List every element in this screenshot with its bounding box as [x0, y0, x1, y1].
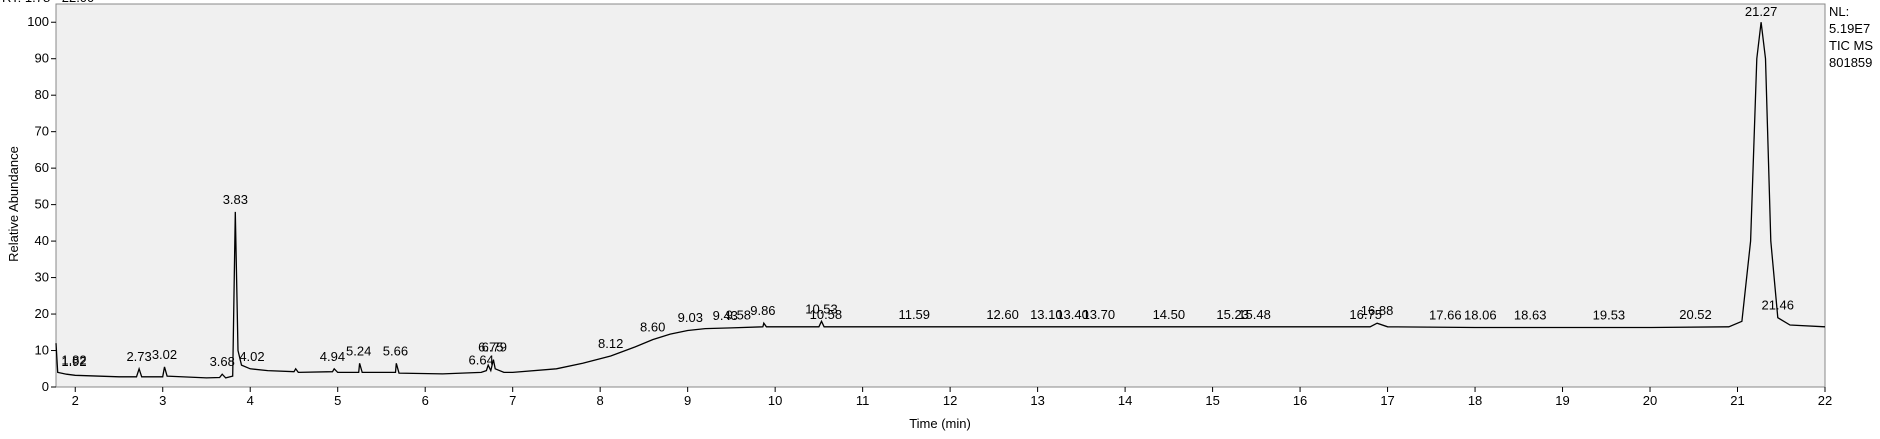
peak-label: 1.82 — [61, 352, 86, 367]
peak-label: 1.92 — [61, 354, 86, 369]
peak-label: 19.53 — [1593, 308, 1626, 323]
x-tick-label: 8 — [597, 393, 604, 408]
peak-label: 3.68 — [210, 354, 235, 369]
peak-label: 4.94 — [320, 349, 345, 364]
y-tick-label: 90 — [35, 51, 49, 66]
x-tick-label: 17 — [1380, 393, 1394, 408]
peak-label: 9.58 — [726, 308, 751, 323]
peak-label: 15.23 — [1216, 307, 1249, 322]
annotation: TIC MS — [1829, 38, 1873, 53]
peak-label: 4.02 — [239, 349, 264, 364]
peak-label: 9.43 — [713, 308, 738, 323]
x-tick-label: 5 — [334, 393, 341, 408]
x-tick-label: 20 — [1643, 393, 1657, 408]
y-tick-label: 0 — [42, 379, 49, 394]
x-tick-label: 6 — [422, 393, 429, 408]
y-tick-label: 10 — [35, 343, 49, 358]
peak-label: 10.53 — [805, 301, 838, 316]
x-tick-label: 19 — [1555, 393, 1569, 408]
peak-label: 5.24 — [346, 343, 371, 358]
y-axis-label: Relative Abundance — [6, 146, 21, 262]
x-tick-label: 2 — [72, 393, 79, 408]
peak-label: 10.58 — [810, 307, 843, 322]
x-tick-label: 15 — [1205, 393, 1219, 408]
annotation: NL: — [1829, 4, 1849, 19]
peak-label: 18.06 — [1464, 308, 1497, 323]
x-tick-label: 9 — [684, 393, 691, 408]
peak-label: 17.66 — [1429, 307, 1462, 322]
y-tick-label: 20 — [35, 306, 49, 321]
x-tick-label: 16 — [1293, 393, 1307, 408]
peak-label: 5.66 — [383, 343, 408, 358]
peak-label: 16.75 — [1349, 307, 1382, 322]
peak-label: 9.03 — [678, 310, 703, 325]
peak-label: 13.10 — [1030, 307, 1063, 322]
x-tick-label: 3 — [159, 393, 166, 408]
peak-label: 2.73 — [126, 349, 151, 364]
x-tick-label: 12 — [943, 393, 957, 408]
x-tick-label: 11 — [856, 393, 870, 408]
y-tick-label: 100 — [27, 14, 49, 29]
peak-label: 18.63 — [1514, 308, 1547, 323]
peak-label: 16.88 — [1361, 303, 1394, 318]
x-tick-label: 10 — [768, 393, 782, 408]
plot-area — [55, 3, 1826, 388]
x-tick-label: 4 — [247, 393, 254, 408]
peak-label: 13.70 — [1083, 307, 1116, 322]
peak-label: 8.60 — [640, 320, 665, 335]
y-tick-label: 50 — [35, 197, 49, 212]
peak-label: 14.50 — [1153, 307, 1186, 322]
trace — [55, 22, 1826, 379]
y-tick-label: 70 — [35, 124, 49, 139]
peak-label: 20.52 — [1679, 307, 1712, 322]
y-tick-label: 60 — [35, 160, 49, 175]
x-tick-label: 18 — [1468, 393, 1482, 408]
y-tick-label: 80 — [35, 87, 49, 102]
range-label: RT: 1.78 - 22.00 — [2, 0, 94, 5]
peak-label: 21.46 — [1761, 298, 1794, 313]
annotation: 801859 — [1829, 55, 1872, 70]
x-axis-label: Time (min) — [909, 416, 971, 431]
x-tick-label: 14 — [1118, 393, 1132, 408]
x-tick-label: 7 — [509, 393, 516, 408]
peak-label: 12.60 — [986, 307, 1019, 322]
peak-label: 6.64 — [469, 352, 494, 367]
x-tick-label: 21 — [1730, 393, 1744, 408]
peak-label: 21.27 — [1745, 4, 1778, 19]
y-tick-label: 40 — [35, 233, 49, 248]
peak-label: 6.75 — [478, 340, 503, 355]
peak-label: 15.48 — [1238, 307, 1271, 322]
peak-label: 11.59 — [898, 307, 930, 322]
peak-label: 8.12 — [598, 336, 623, 351]
peak-label: 3.83 — [223, 192, 248, 207]
x-tick-label: 13 — [1030, 393, 1044, 408]
peak-label: 3.02 — [152, 347, 177, 362]
peak-label: 13.40 — [1056, 307, 1089, 322]
annotation: 5.19E7 — [1829, 21, 1870, 36]
peak-label: 9.86 — [750, 303, 775, 318]
peak-label: 6.79 — [482, 340, 507, 355]
y-tick-label: 30 — [35, 270, 49, 285]
x-tick-label: 22 — [1818, 393, 1832, 408]
